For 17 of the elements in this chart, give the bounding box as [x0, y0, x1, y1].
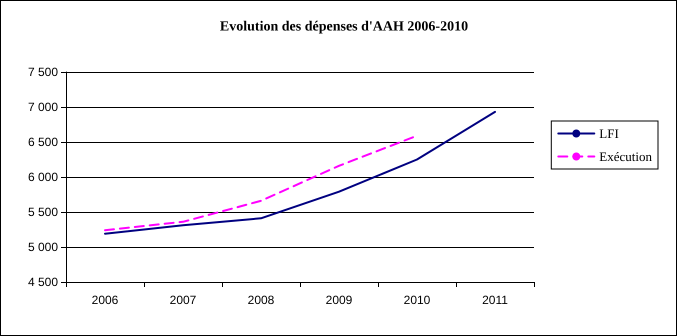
legend-label: LFI	[599, 126, 619, 141]
x-tick-label: 2011	[482, 293, 508, 307]
line-series	[104, 110, 496, 235]
x-tick-label: 2006	[92, 293, 119, 307]
x-tick-label: 2009	[326, 293, 353, 307]
y-tick-label: 6 500	[28, 135, 58, 149]
y-tick-label: 5 000	[28, 240, 58, 254]
y-tick-label: 7 500	[28, 65, 58, 79]
y-tick-label: 5 500	[28, 205, 58, 219]
legend-label: Exécution	[599, 149, 652, 164]
x-tick-label: 2008	[248, 293, 275, 307]
y-tick-label: 6 000	[28, 170, 58, 184]
y-tick-label: 4 500	[28, 275, 58, 289]
chart-title: Evolution des dépenses d'AAH 2006-2010	[220, 20, 468, 34]
x-tick-label: 2010	[404, 293, 431, 307]
y-tick-label: 7 000	[28, 100, 58, 114]
x-tick-label: 2007	[170, 293, 197, 307]
